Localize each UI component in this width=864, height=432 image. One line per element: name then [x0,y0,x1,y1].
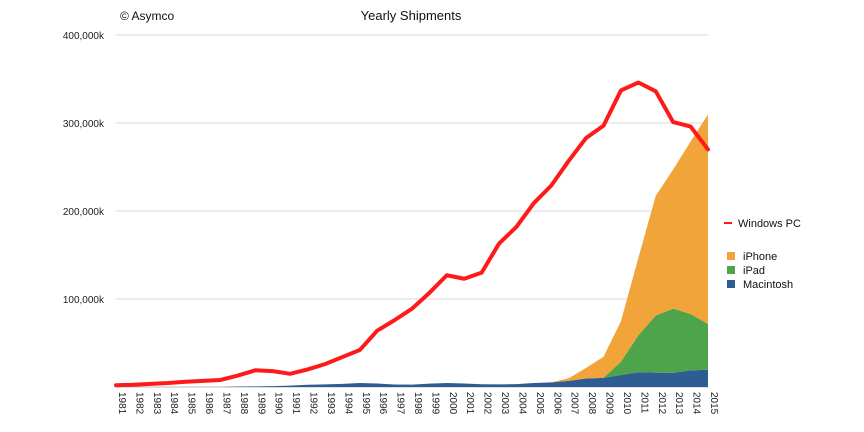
x-axis-ticks: 1981 1982 1983 1984 1985 1986 1987 1988 1989 1990… [116,392,719,415]
x-tick-label: 2000 [447,392,458,415]
line-series [114,80,710,388]
area-iphone [116,114,708,387]
x-tick-label: 2013 [673,392,684,415]
x-tick-label: 1989 [255,392,266,415]
x-tick-label: 2015 [708,392,719,415]
x-tick-label: 2003 [499,392,510,415]
x-tick-label: 1991 [290,392,301,415]
x-tick-label: 2002 [482,392,493,415]
x-tick-label: 1996 [377,392,388,415]
x-tick-label: 1994 [342,392,353,415]
x-tick-label: 1982 [133,392,144,415]
y-tick-label: 300,000k [63,119,105,130]
y-axis-ticks: 100,000k 200,000k 300,000k 400,000k [63,31,105,306]
x-tick-label: 2005 [534,392,545,415]
legend-swatch-macintosh [727,280,735,288]
y-tick-label: 400,000k [63,31,105,42]
legend-swatch-iphone [727,252,735,260]
x-tick-label: 1993 [325,392,336,415]
x-tick-label: 1998 [412,392,423,415]
x-tick-label: 2011 [638,392,649,414]
stacked-areas [116,114,708,387]
legend-label-ipad: iPad [743,265,765,277]
copyright-text: © Asymco [120,9,175,23]
x-tick-label: 1981 [116,392,127,415]
x-tick-label: 1992 [308,392,319,415]
y-tick-label: 200,000k [63,207,105,218]
x-tick-label: 2010 [621,392,632,415]
x-tick-label: 1995 [360,392,371,415]
legend-label-iphone: iPhone [743,251,777,263]
line-windows-pc [114,80,710,388]
x-tick-label: 1985 [186,392,197,415]
x-tick-label: 1986 [203,392,214,415]
x-tick-label: 1983 [151,392,162,415]
x-tick-label: 2009 [604,392,615,415]
x-tick-label: 2008 [586,392,597,415]
x-tick-label: 2004 [516,392,527,415]
x-tick-label: 2006 [551,392,562,415]
legend-swatch-ipad [727,266,735,274]
x-tick-label: 1990 [273,392,284,415]
x-tick-label: 2001 [464,392,475,415]
y-tick-label: 100,000k [63,295,105,306]
chart-title: Yearly Shipments [361,8,462,23]
x-tick-label: 1988 [238,392,249,415]
legend-label-macintosh: Macintosh [743,279,793,291]
x-tick-label: 1997 [395,392,406,415]
area-macintosh [116,369,708,387]
x-tick-label: 1984 [168,392,179,415]
legend: Windows PC iPhone iPad Macintosh [724,218,801,291]
legend-label-windows-pc: Windows PC [738,218,801,230]
x-tick-label: 2012 [656,392,667,415]
x-tick-label: 2014 [691,392,702,415]
x-tick-label: 1999 [429,392,440,415]
x-tick-label: 1987 [220,392,231,415]
x-tick-label: 2007 [569,392,580,415]
